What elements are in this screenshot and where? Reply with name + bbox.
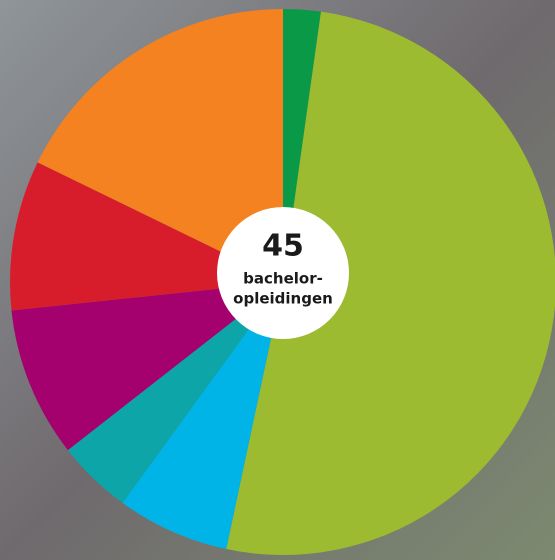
- center-disc: [217, 207, 349, 339]
- pie-slice: [9, 162, 283, 311]
- center-caption: bachelor-: [243, 270, 323, 288]
- pie-slice: [122, 282, 283, 550]
- center-caption: opleidingen: [233, 290, 333, 308]
- center-number: 45: [262, 229, 304, 264]
- pie-slice: [226, 11, 555, 555]
- pie: [9, 9, 555, 555]
- pie-slice: [37, 9, 283, 282]
- pie-slice: [67, 282, 283, 503]
- pie-slice: [11, 282, 284, 451]
